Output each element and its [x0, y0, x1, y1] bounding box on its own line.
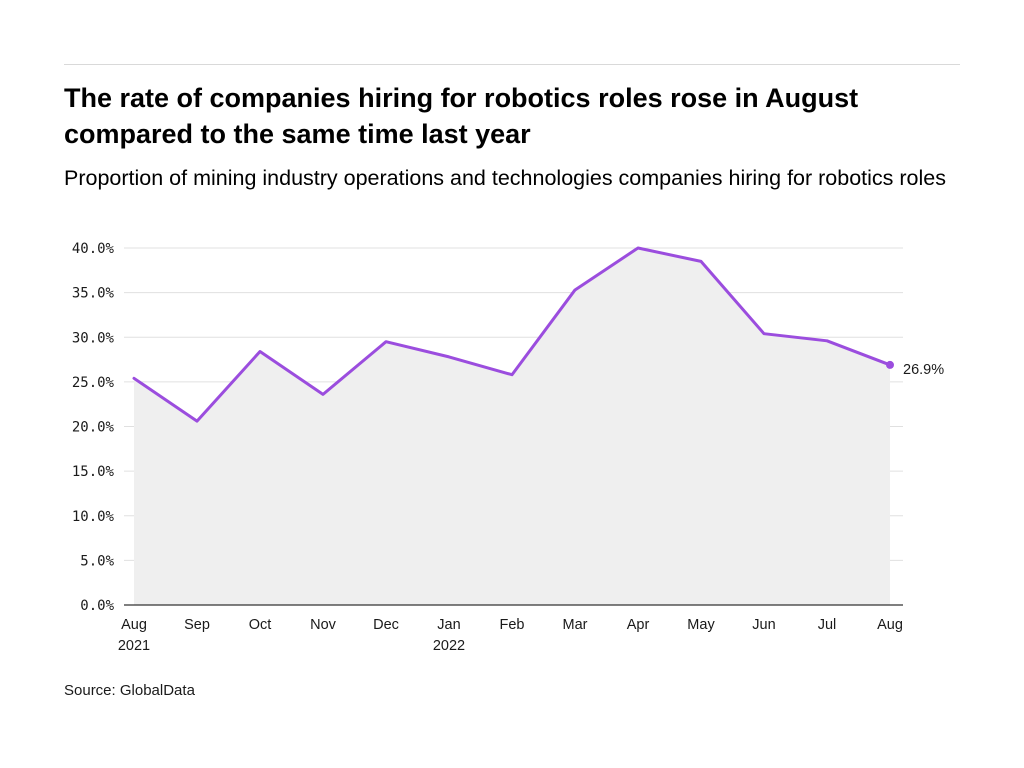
y-axis-tick-labels: 0.0% 5.0% 10.0% 15.0% 20.0% 25.0% 30.0% 35.0% 40…: [72, 241, 115, 614]
end-point-marker: [886, 360, 894, 369]
y-tick-label: 0.0%: [80, 598, 114, 614]
source-note: Source: GlobalData: [64, 682, 195, 699]
end-value-label: 26.9%: [903, 362, 944, 378]
x-tick-label: Sep: [184, 617, 210, 633]
x-tick-label: Jan: [437, 617, 460, 633]
y-tick-label: 40.0%: [72, 241, 115, 257]
y-tick-label: 5.0%: [80, 553, 114, 569]
chart-subtitle: Proportion of mining industry operations…: [64, 166, 946, 190]
x-tick-label: Jul: [818, 617, 837, 633]
y-tick-label: 20.0%: [72, 420, 115, 436]
x-tick-label: May: [687, 617, 715, 633]
y-tick-label: 35.0%: [72, 286, 115, 302]
x-tick-label: Aug: [877, 617, 903, 633]
area-fill: [134, 248, 890, 605]
x-axis-tick-labels: Aug 2021 Sep Oct Nov Dec Jan 2022 Feb Mar Apr May Ju…: [118, 617, 903, 654]
x-tick-year-label: 2022: [433, 638, 465, 654]
y-tick-label: 25.0%: [72, 375, 115, 391]
x-tick-label: Oct: [249, 617, 272, 633]
x-tick-label: Apr: [627, 617, 650, 633]
x-tick-label: Aug: [121, 617, 147, 633]
x-tick-label: Nov: [310, 617, 337, 633]
x-tick-year-label: 2021: [118, 638, 150, 654]
top-divider: [64, 64, 960, 65]
x-tick-label: Mar: [563, 617, 588, 633]
y-tick-label: 10.0%: [72, 509, 115, 525]
x-tick-label: Feb: [500, 617, 525, 633]
x-tick-label: Jun: [752, 617, 775, 633]
y-tick-label: 15.0%: [72, 464, 115, 480]
series-line: [132, 246, 892, 423]
chart-title: The rate of companies hiring for robotic…: [64, 83, 859, 149]
y-tick-label: 30.0%: [72, 330, 115, 346]
x-tick-label: Dec: [373, 617, 399, 633]
